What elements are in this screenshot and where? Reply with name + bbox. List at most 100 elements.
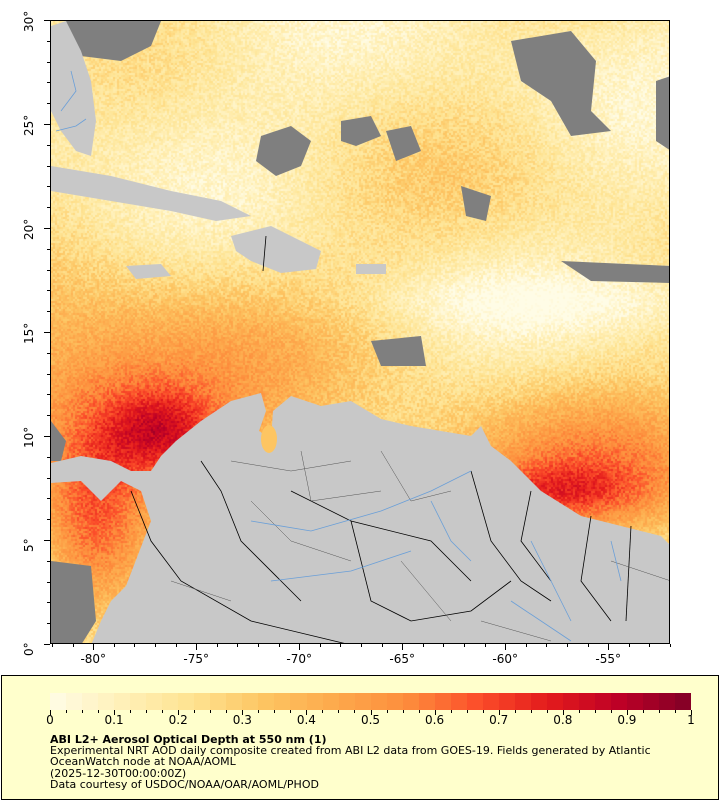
river — [250, 470, 472, 532]
colorbar-step — [162, 693, 179, 710]
x-tick-label: -65° — [389, 652, 416, 666]
x-tick — [505, 644, 507, 650]
colorbar-step — [258, 693, 275, 710]
colorbar-tick — [242, 710, 244, 715]
no-data-cloud-region — [386, 126, 421, 161]
colorbar-step — [482, 693, 499, 710]
colorbar-step — [210, 693, 227, 710]
river — [55, 118, 87, 132]
no-data-cloud-region — [656, 76, 669, 150]
x-minor-tick — [464, 644, 466, 647]
colorbar-tick — [658, 710, 660, 713]
x-minor-tick — [52, 644, 54, 647]
colorbar-tick — [258, 710, 260, 713]
land-south-america — [51, 393, 669, 643]
colorbar-tick — [338, 710, 340, 713]
legend-credit: Data courtesy of USDOC/NOAA/OAR/AOML/PHO… — [50, 778, 319, 791]
colorbar-step — [450, 693, 467, 710]
y-minor-tick — [47, 269, 50, 271]
colorbar-step — [643, 693, 660, 710]
colorbar-step — [418, 693, 435, 710]
colorbar-step — [402, 693, 419, 710]
colorbar-tick — [162, 710, 164, 713]
colorbar-label: 0.2 — [168, 713, 188, 727]
colorbar-step — [274, 693, 291, 710]
land-florida — [51, 21, 96, 156]
x-minor-tick — [525, 644, 527, 647]
colorbar-step — [675, 693, 692, 710]
no-data-cloud-region — [66, 21, 161, 61]
colorbar-step — [627, 693, 644, 710]
y-minor-tick — [47, 581, 50, 583]
x-minor-tick — [628, 644, 630, 647]
map-overlays — [51, 21, 669, 643]
y-minor-tick — [47, 124, 50, 125]
y-minor-tick — [47, 103, 50, 105]
y-tick-label: 5° — [22, 538, 36, 552]
river — [60, 70, 77, 112]
colorbar-label: 0.6 — [425, 713, 445, 727]
map-plot-area[interactable] — [50, 20, 670, 644]
x-tick-label: -55° — [595, 652, 622, 666]
state-border — [170, 580, 232, 602]
colorbar-step — [194, 693, 211, 710]
x-tick — [299, 644, 301, 650]
y-tick-label: 25° — [22, 114, 36, 136]
x-tick — [608, 644, 610, 650]
x-tick-label: -80° — [80, 652, 107, 666]
x-tick — [402, 644, 404, 650]
land-puerto-rico — [356, 264, 386, 274]
x-minor-tick — [484, 644, 486, 647]
state-border — [230, 460, 352, 472]
y-minor-tick — [47, 498, 50, 500]
x-minor-tick — [278, 644, 280, 647]
colorbar-tick — [226, 710, 228, 713]
y-minor-tick — [47, 623, 50, 625]
colorbar-tick — [642, 710, 644, 713]
x-tick-label: -75° — [183, 652, 210, 666]
state-border — [300, 450, 382, 502]
colorbar-tick — [274, 710, 276, 713]
country-border — [262, 235, 267, 272]
state-border — [400, 560, 452, 622]
no-data-cloud-region — [371, 336, 426, 366]
colorbar-step — [226, 693, 243, 710]
y-minor-tick — [47, 40, 50, 42]
country-border — [350, 520, 512, 622]
colorbar-step — [306, 693, 323, 710]
colorbar-step — [66, 693, 83, 710]
colorbar-step — [386, 693, 403, 710]
colorbar-tick — [50, 710, 51, 715]
x-minor-tick — [155, 644, 157, 647]
colorbar-tick — [530, 710, 532, 713]
colorbar-tick — [402, 710, 404, 713]
colorbar-tick — [82, 710, 84, 713]
colorbar-tick — [482, 710, 484, 713]
country-border — [290, 490, 472, 582]
colorbar-label: 0.1 — [104, 713, 124, 727]
colorbar-tick — [178, 710, 180, 715]
state-border — [250, 500, 352, 562]
x-minor-tick — [134, 644, 136, 647]
colorbar-step — [434, 693, 451, 710]
colorbar-step — [146, 693, 163, 710]
land-cuba — [51, 166, 251, 221]
x-minor-tick — [216, 644, 218, 647]
colorbar-tick — [674, 710, 676, 713]
colorbar-step — [563, 693, 580, 710]
colorbar-label: 0.3 — [232, 713, 252, 727]
y-tick-label: 0° — [22, 642, 36, 656]
y-minor-tick — [47, 436, 50, 437]
colorbar-tick — [546, 710, 548, 713]
colorbar-tick — [194, 710, 196, 713]
colorbar-step — [114, 693, 131, 710]
state-border — [610, 560, 669, 581]
y-minor-tick — [47, 144, 50, 146]
no-data-cloud-region — [561, 261, 669, 283]
colorbar-tick — [146, 710, 148, 713]
colorbar-step — [370, 693, 387, 710]
colorbar-step — [466, 693, 483, 710]
colorbar-tick — [306, 710, 308, 715]
colorbar-tick — [98, 710, 100, 713]
colorbar-step — [322, 693, 339, 710]
